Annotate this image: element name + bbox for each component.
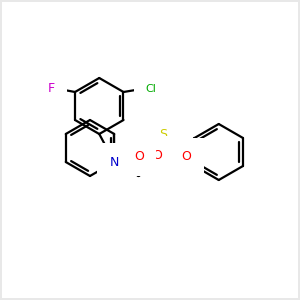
FancyBboxPatch shape <box>2 2 298 298</box>
Text: F: F <box>47 82 55 95</box>
Text: N: N <box>110 155 119 169</box>
Text: N: N <box>158 155 167 169</box>
Text: Cl: Cl <box>145 84 156 94</box>
Text: O: O <box>134 151 144 164</box>
Text: O: O <box>182 151 191 164</box>
Text: S: S <box>159 128 167 140</box>
Text: O: O <box>152 149 162 162</box>
